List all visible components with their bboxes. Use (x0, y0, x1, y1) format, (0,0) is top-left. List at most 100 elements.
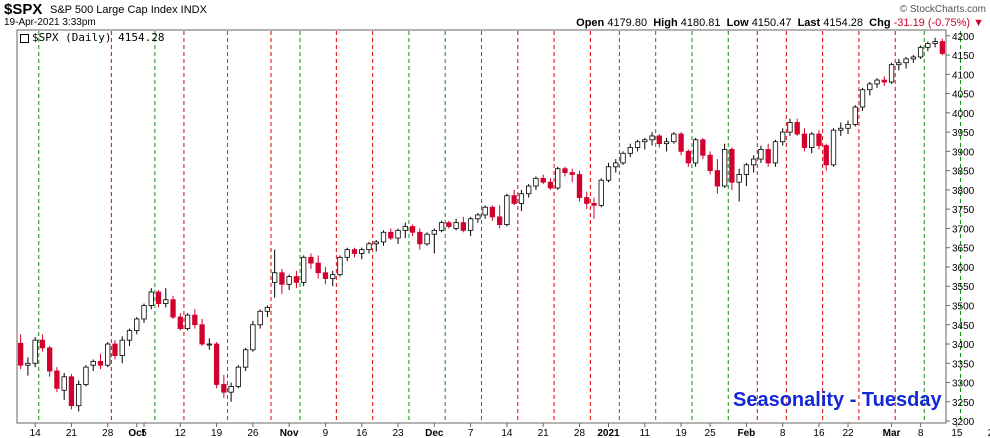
candle-up (692, 139, 699, 164)
candle-up (634, 141, 641, 148)
candle-up (620, 152, 626, 164)
x-tick-label: 22 (988, 428, 990, 438)
y-tick-label: 3800 (952, 186, 975, 197)
y-tick-label: 3900 (952, 147, 975, 158)
candle-up (874, 79, 880, 85)
candle-down (388, 231, 394, 239)
candle-up (453, 222, 459, 229)
candle-down (315, 262, 321, 274)
candle-down (765, 149, 771, 164)
candle-up (148, 291, 154, 306)
candle-up (25, 362, 31, 366)
open-value: 4179.80 (607, 17, 648, 29)
candle-up (366, 243, 372, 251)
y-tick-label: 3700 (952, 224, 975, 235)
y-tick-label: 4150 (952, 51, 975, 62)
candle-down (714, 170, 721, 187)
candle-up (337, 256, 343, 276)
candle-up (271, 272, 278, 283)
candle-up (163, 299, 169, 304)
candle-up (649, 135, 655, 141)
candle-down (97, 360, 104, 366)
ticker-symbol: $SPX (4, 1, 43, 18)
x-tick-label: 8 (780, 428, 786, 438)
candle-down (540, 177, 546, 183)
x-tick-label: Feb (738, 428, 756, 438)
candle-up (184, 314, 191, 330)
candle-up (721, 149, 728, 187)
candle-down (112, 343, 118, 356)
y-tick-label: 3300 (952, 379, 975, 390)
candle-down (656, 135, 662, 145)
y-tick-label: 3400 (952, 340, 975, 351)
candle-down (177, 316, 183, 330)
y-tick-label: 3500 (952, 301, 975, 312)
candle-down (351, 249, 358, 254)
candle-down (729, 149, 735, 183)
candle-up (482, 206, 488, 216)
candle-up (526, 185, 532, 195)
candle-up (555, 168, 561, 189)
x-tick-label: 14 (30, 428, 42, 438)
candle-up (134, 318, 140, 331)
candle-up (438, 222, 445, 231)
y-tick-label: 4000 (952, 109, 975, 120)
candle-up (830, 129, 837, 166)
candlestick-series (17, 37, 946, 412)
candle-down (707, 154, 713, 172)
candle-up (76, 384, 82, 407)
open-label: Open (576, 17, 605, 29)
candle-up (301, 256, 307, 283)
candle-down (569, 172, 575, 175)
candle-up (32, 339, 38, 364)
x-tick-label: 8 (918, 428, 924, 438)
candle-down (192, 314, 198, 326)
x-tick-label: 16 (813, 428, 825, 438)
candle-down (678, 133, 684, 152)
candle-up (613, 162, 619, 168)
candle-down (409, 226, 416, 233)
candle-down (460, 222, 467, 231)
candle-down (17, 342, 24, 366)
low-value: 4150.47 (751, 17, 792, 29)
y-tick-label: 4050 (952, 90, 975, 101)
candle-up (758, 149, 764, 160)
candle-down (591, 202, 597, 206)
candle-up (424, 233, 430, 245)
candle-down (155, 291, 162, 304)
candle-up (380, 231, 387, 243)
candle-up (772, 141, 779, 164)
ohlc-readout: Open 4179.80 High 4180.81 Low 4150.47 La… (576, 17, 984, 29)
y-tick-label: 3600 (952, 263, 975, 274)
x-tick-label: 22 (842, 428, 854, 438)
candle-up (286, 276, 292, 285)
seasonality-markers (38, 31, 962, 422)
y-tick-label: 3750 (952, 205, 975, 216)
y-tick-label: 4100 (952, 70, 975, 81)
last-value: 4154.28 (823, 17, 864, 29)
candle-up (83, 366, 89, 385)
candle-up (671, 133, 677, 143)
low-label: Low (726, 17, 749, 29)
candle-down (881, 79, 887, 83)
candle-down (54, 370, 60, 389)
candle-down (39, 339, 46, 349)
candle-up (896, 62, 902, 66)
x-tick-label: 7 (468, 428, 474, 438)
candle-up (642, 139, 648, 143)
candle-up (736, 174, 742, 183)
candle-up (264, 307, 271, 312)
y-tick-label: 3850 (952, 167, 975, 178)
x-tick-label: Nov (280, 428, 299, 438)
candle-up (910, 56, 916, 60)
candle-up (105, 343, 111, 366)
candle-down (511, 195, 517, 204)
candle-down (322, 272, 329, 279)
candle-up (431, 229, 437, 235)
candle-down (417, 231, 423, 245)
x-tick-label: 28 (574, 428, 586, 438)
candle-down (446, 222, 452, 227)
candle-up (61, 376, 67, 391)
candle-down (547, 181, 554, 189)
x-tick-label: 12 (175, 428, 187, 438)
